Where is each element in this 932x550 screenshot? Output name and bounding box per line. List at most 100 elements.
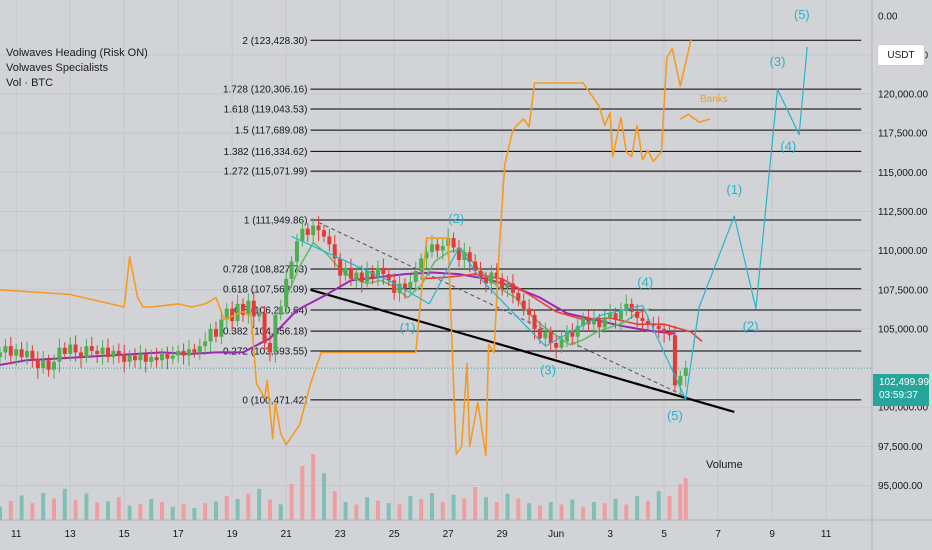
candle-body: [402, 283, 407, 289]
candle-body: [473, 261, 478, 271]
price-tick-label: 107,500.00: [878, 285, 928, 296]
candle-body: [111, 350, 116, 358]
candle-body: [154, 357, 159, 361]
volume-bar: [321, 473, 326, 520]
candle-body: [624, 303, 629, 311]
time-tick-label: 21: [281, 529, 293, 540]
candle-body: [3, 346, 8, 353]
candle-body: [219, 319, 224, 337]
volume-bar: [181, 504, 186, 520]
last-price-tag: 102,499.99 03:59:37: [873, 374, 929, 406]
volume-bar: [203, 503, 208, 520]
time-tick-label: 23: [335, 529, 347, 540]
candle-body: [262, 313, 267, 344]
candle-body: [14, 349, 19, 356]
candle-body: [294, 241, 299, 262]
candle-body: [591, 319, 596, 325]
candle-body: [8, 346, 13, 356]
price-tick-label: 97,500.00: [878, 442, 923, 453]
candle-body: [532, 314, 537, 329]
candle-body: [672, 335, 677, 386]
candle-body: [581, 317, 586, 326]
volume-bar: [656, 491, 661, 520]
time-tick-label: Jun: [548, 529, 564, 540]
candle-body: [354, 272, 359, 279]
fib-label: 1 (111,949.86): [244, 216, 308, 227]
fib-label: 2 (123,428.30): [242, 36, 307, 47]
indicator-legend: Volwaves Heading (Risk ON) Volwaves Spec…: [6, 46, 148, 91]
time-tick-label: 7: [715, 529, 721, 540]
candle-body: [381, 267, 386, 275]
volume-bar: [41, 493, 46, 520]
candle-body: [424, 252, 429, 259]
indicator-label-volume[interactable]: Vol · BTC: [6, 77, 54, 89]
price-tick-label: 100,000.00: [878, 403, 928, 414]
candle-body: [159, 353, 164, 361]
candle-body: [35, 358, 40, 369]
candle-body: [608, 313, 613, 318]
candle-body: [467, 252, 472, 262]
candle-body: [78, 352, 83, 358]
candle-body: [267, 343, 272, 353]
candle-body: [651, 324, 656, 326]
candle-body: [370, 270, 375, 278]
candle-body: [316, 225, 321, 231]
time-axis: 11 13 15 17 19 21 23 25 27 29 Jun 3 5 7 9 11: [11, 529, 832, 540]
volume-bar: [300, 466, 305, 520]
volume-bar: [429, 493, 434, 520]
candle-body: [554, 343, 559, 348]
time-tick-label: 25: [389, 529, 401, 540]
volume-bar: [246, 493, 251, 520]
banks-line: Banks: [0, 39, 728, 457]
fib-label: 0.5 (106,210.64): [234, 305, 307, 316]
candle-body: [30, 350, 35, 359]
volume-bar: [483, 497, 488, 520]
fib-label: 1.728 (120,306.16): [223, 85, 308, 96]
fib-label: 0.618 (107,563.09): [223, 284, 308, 295]
volume-bar: [613, 499, 618, 520]
time-tick-label: 17: [173, 529, 185, 540]
indicator-label-specialists[interactable]: Volwaves Specialists: [6, 62, 109, 74]
price-tick-label: 117,500.00: [878, 129, 928, 140]
volume-bar: [311, 454, 316, 520]
volume-bar: [494, 502, 499, 520]
volume-bar: [224, 496, 229, 520]
candle-body: [332, 244, 337, 259]
volume-bar: [127, 505, 132, 520]
candle-body: [386, 274, 391, 281]
candle-body: [68, 344, 73, 354]
volume-bar: [257, 488, 262, 520]
candle-body: [678, 375, 683, 386]
candle-body: [564, 330, 569, 340]
volume-bar: [375, 500, 380, 520]
price-tick-label: 105,000.00: [878, 324, 928, 335]
banks-label: Banks: [700, 94, 728, 105]
elliott-wave-label: (3): [540, 362, 556, 377]
price-tick-label: 110,000.00: [878, 246, 928, 257]
candle-body: [640, 317, 645, 322]
volume-bar: [343, 502, 348, 520]
candle-body: [132, 355, 137, 361]
candle-body: [181, 350, 186, 356]
candle-body: [186, 349, 191, 356]
volume-bar: [213, 501, 218, 520]
candle-body: [95, 350, 100, 354]
candle-body: [613, 313, 618, 320]
candle-body: [348, 267, 353, 279]
indicator-label-heading[interactable]: Volwaves Heading (Risk ON): [6, 47, 148, 59]
candle-body: [224, 308, 229, 320]
volume-bar: [386, 503, 391, 520]
candle-body: [321, 230, 326, 237]
time-tick-label: 9: [769, 529, 775, 540]
currency-button[interactable]: USDT: [877, 44, 925, 66]
candle-body: [575, 325, 580, 337]
candle-body: [278, 306, 283, 315]
volume-bar: [581, 506, 586, 520]
candle-body: [505, 283, 510, 289]
candle-body: [51, 361, 56, 370]
volume-bar: [548, 502, 553, 520]
candle-body: [251, 300, 256, 317]
elliott-wave-label: (3): [770, 54, 786, 69]
